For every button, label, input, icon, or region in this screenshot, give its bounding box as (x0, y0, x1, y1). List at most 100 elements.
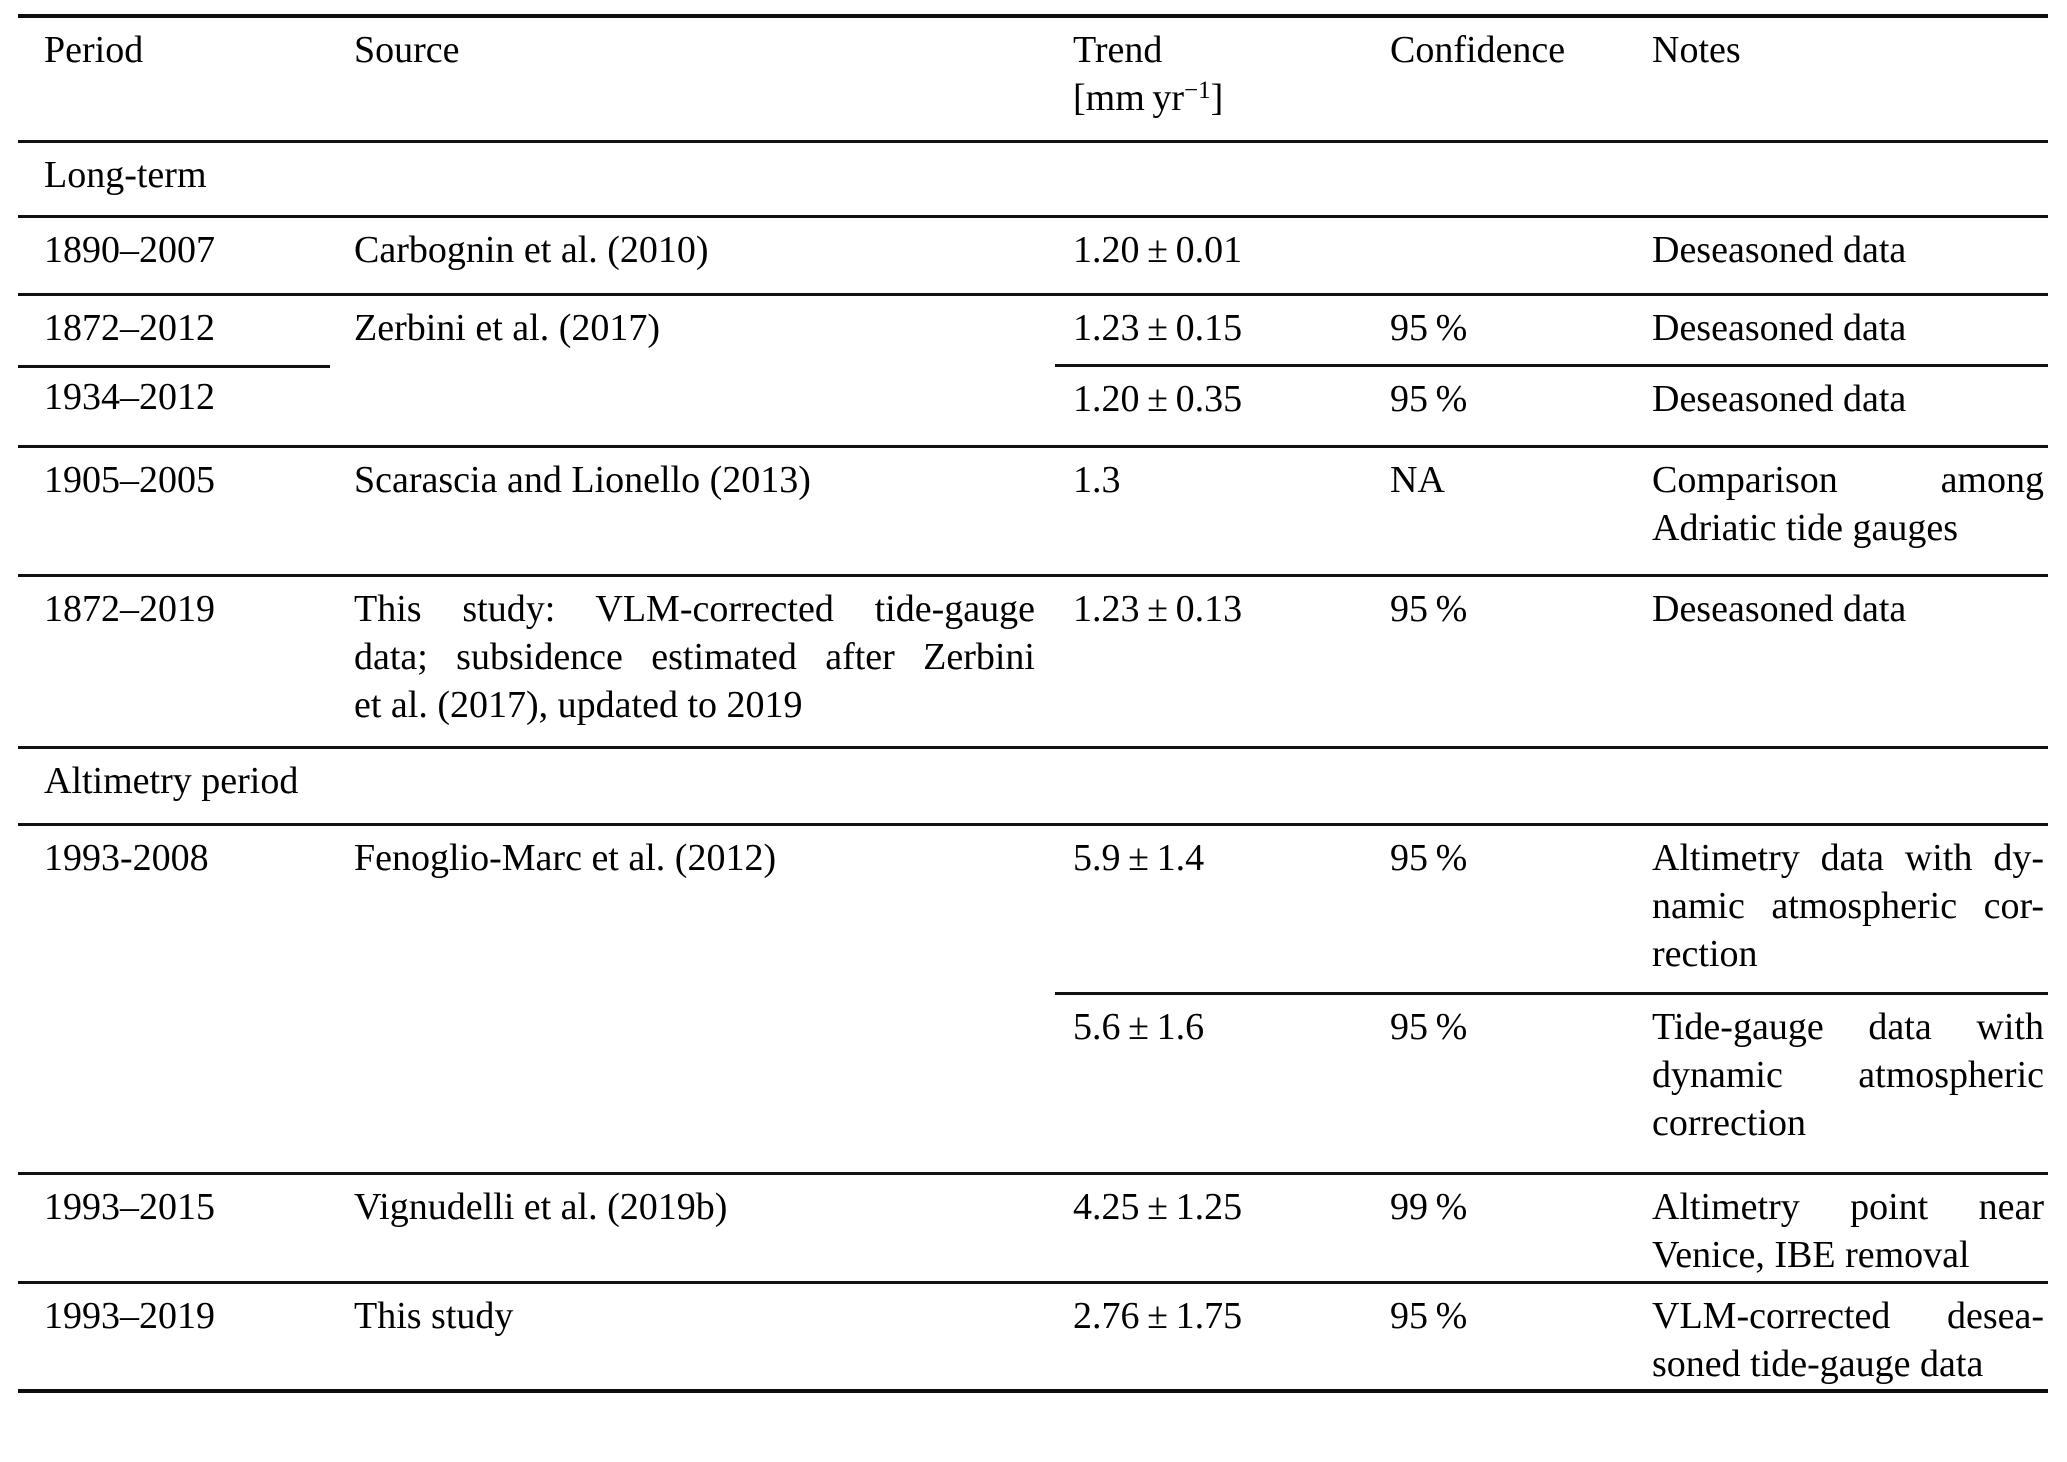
cell-confidence (1381, 214, 1642, 294)
trend-value: 1.23 ± 0.15 (1073, 306, 1243, 349)
notes-value: Deseasoned data (1652, 306, 1907, 349)
header-period: Period (18, 16, 348, 141)
notes-line: Adriatic tide gauges (1652, 506, 1959, 549)
source-line: data; subsidence estimated after Zerbini (354, 635, 1035, 678)
cell-notes: Tide-gauge data with dynamic atmospheric… (1642, 991, 2048, 1173)
confidence-value: 95 % (1390, 836, 1468, 879)
table-row: 1890–2007 Carbognin et al. (2010) 1.20 ±… (18, 214, 2048, 294)
cell-trend: 5.9 ± 1.4 (1055, 822, 1381, 993)
table-row: 1993–2015 Vignudelli et al. (2019b) 4.25… (18, 1171, 2048, 1282)
confidence-value: 95 % (1390, 306, 1468, 349)
cell-source: Fenoglio-Marc et al. (2012) (348, 822, 1055, 1173)
cell-trend: 1.23 ± 0.13 (1055, 573, 1381, 747)
cell-trend: 1.3 (1055, 444, 1381, 575)
cell-trend: 1.20 ± 0.35 (1055, 363, 1381, 446)
cell-trend: 1.23 ± 0.15 (1055, 292, 1381, 365)
header-confidence: Confidence (1381, 16, 1642, 141)
cell-notes: Deseasoned data (1642, 363, 2048, 446)
trend-unit-post: ] (1210, 77, 1224, 119)
confidence-value: NA (1390, 458, 1445, 501)
trend-value: 1.3 (1073, 458, 1121, 501)
period-value: 1890–2007 (44, 228, 215, 271)
table-row: 1993-2008 Fenoglio-Marc et al. (2012) 5.… (18, 822, 2048, 1173)
cell-trend: 1.20 ± 0.01 (1055, 214, 1381, 294)
section-title: Altimetry period (44, 759, 299, 802)
notes-line: Tide-gauge data with (1652, 1005, 2044, 1048)
source-value: Scarascia and Lionello (2013) (354, 458, 811, 501)
cell-confidence: 95 % (1381, 991, 1642, 1173)
header-row: Period Source Trend [mm yr−1] Confidence… (18, 16, 2048, 141)
trend-unit-exponent: −1 (1184, 77, 1211, 104)
cell-notes: Deseasoned data (1642, 292, 2048, 365)
notes-line: namic atmospheric cor- (1652, 884, 2044, 927)
trend-value: 4.25 ± 1.25 (1073, 1185, 1243, 1228)
notes-line: VLM-corrected desea- (1652, 1294, 2044, 1337)
cell-trend: 5.6 ± 1.6 (1055, 991, 1381, 1173)
period-value: 1993-2008 (44, 836, 209, 879)
period-value: 1934–2012 (44, 376, 215, 418)
cell-period: 1993–2015 (18, 1171, 348, 1282)
cell-source: Scarascia and Lionello (2013) (348, 444, 1055, 575)
section-row-altimetry-period: Altimetry period (18, 745, 2048, 824)
cell-notes: Comparison among Adriatic tide gauges (1642, 444, 2048, 575)
cell-confidence: NA (1381, 444, 1642, 575)
trend-value: 5.9 ± 1.4 (1073, 836, 1205, 879)
trend-unit-pre: [mm yr (1073, 77, 1185, 119)
cell-period: 1872–2012 (18, 292, 348, 365)
confidence-value: 95 % (1390, 1294, 1468, 1337)
table-row: 1993–2019 This study 2.76 ± 1.75 95 % VL… (18, 1280, 2048, 1391)
section-title: Long-term (44, 153, 207, 196)
cell-period: 1993–2019 (18, 1280, 348, 1391)
cell-source: This study (348, 1280, 1055, 1391)
confidence-value: 95 % (1390, 587, 1468, 630)
period-value: 1993–2015 (44, 1185, 215, 1228)
cell-period: 1905–2005 (18, 444, 348, 575)
cell-period: 1934–2012 (18, 365, 348, 446)
cell-confidence: 95 % (1381, 292, 1642, 365)
header-trend-label: Trend (1073, 29, 1163, 71)
source-value: Fenoglio-Marc et al. (2012) (354, 836, 777, 879)
cell-confidence: 95 % (1381, 1280, 1642, 1391)
header-source-label: Source (354, 29, 460, 71)
notes-line: Altimetry data with dy- (1652, 836, 2044, 879)
cell-trend: 2.76 ± 1.75 (1055, 1280, 1381, 1391)
section-label: Altimetry period (18, 745, 2048, 824)
cell-source: Carbognin et al. (2010) (348, 214, 1055, 294)
trend-value: 1.23 ± 0.13 (1073, 587, 1243, 630)
cell-source: Vignudelli et al. (2019b) (348, 1171, 1055, 1282)
table-row: 1905–2005 Scarascia and Lionello (2013) … (18, 444, 2048, 575)
notes-line: soned tide-gauge data (1652, 1342, 1984, 1385)
section-row-long-term: Long-term (18, 139, 2048, 216)
period-value: 1993–2019 (44, 1294, 215, 1337)
trend-value: 1.20 ± 0.01 (1073, 228, 1243, 271)
cell-confidence: 95 % (1381, 573, 1642, 747)
header-notes-label: Notes (1652, 29, 1741, 71)
confidence-value: 95 % (1390, 1005, 1468, 1048)
cell-period: 1872–2019 (18, 573, 348, 747)
cell-notes: Altimetry data with dy- namic atmospheri… (1642, 822, 2048, 993)
notes-line: Venice, IBE removal (1652, 1233, 1970, 1276)
cell-trend: 4.25 ± 1.25 (1055, 1171, 1381, 1282)
header-source: Source (348, 16, 1055, 141)
confidence-value: 95 % (1390, 377, 1468, 420)
period-value: 1905–2005 (44, 458, 215, 501)
notes-value: Deseasoned data (1652, 587, 1907, 630)
confidence-value: 99 % (1390, 1185, 1468, 1228)
trend-value: 1.20 ± 0.35 (1073, 377, 1243, 420)
cell-period: 1993-2008 (18, 822, 348, 1173)
source-value: Zerbini et al. (2017) (354, 306, 661, 349)
sea-level-trends-table: Period Source Trend [mm yr−1] Confidence… (18, 14, 2048, 1393)
cell-confidence: 99 % (1381, 1171, 1642, 1282)
source-value: Vignudelli et al. (2019b) (354, 1185, 728, 1228)
cell-notes: VLM-corrected desea- soned tide-gauge da… (1642, 1280, 2048, 1391)
cell-source: Zerbini et al. (2017) (348, 292, 1055, 446)
notes-line: rection (1652, 932, 1758, 975)
section-label: Long-term (18, 139, 2048, 216)
table-row: 1872–2019 This study: VLM-corrected tide… (18, 573, 2048, 747)
period-value: 1872–2019 (44, 587, 215, 630)
header-notes: Notes (1642, 16, 2048, 141)
cell-source: This study: VLM-corrected tide-gauge dat… (348, 573, 1055, 747)
header-trend: Trend [mm yr−1] (1055, 16, 1381, 141)
header-trend-unit: [mm yr−1] (1073, 74, 1381, 122)
cell-notes: Altimetry point near Venice, IBE removal (1642, 1171, 2048, 1282)
